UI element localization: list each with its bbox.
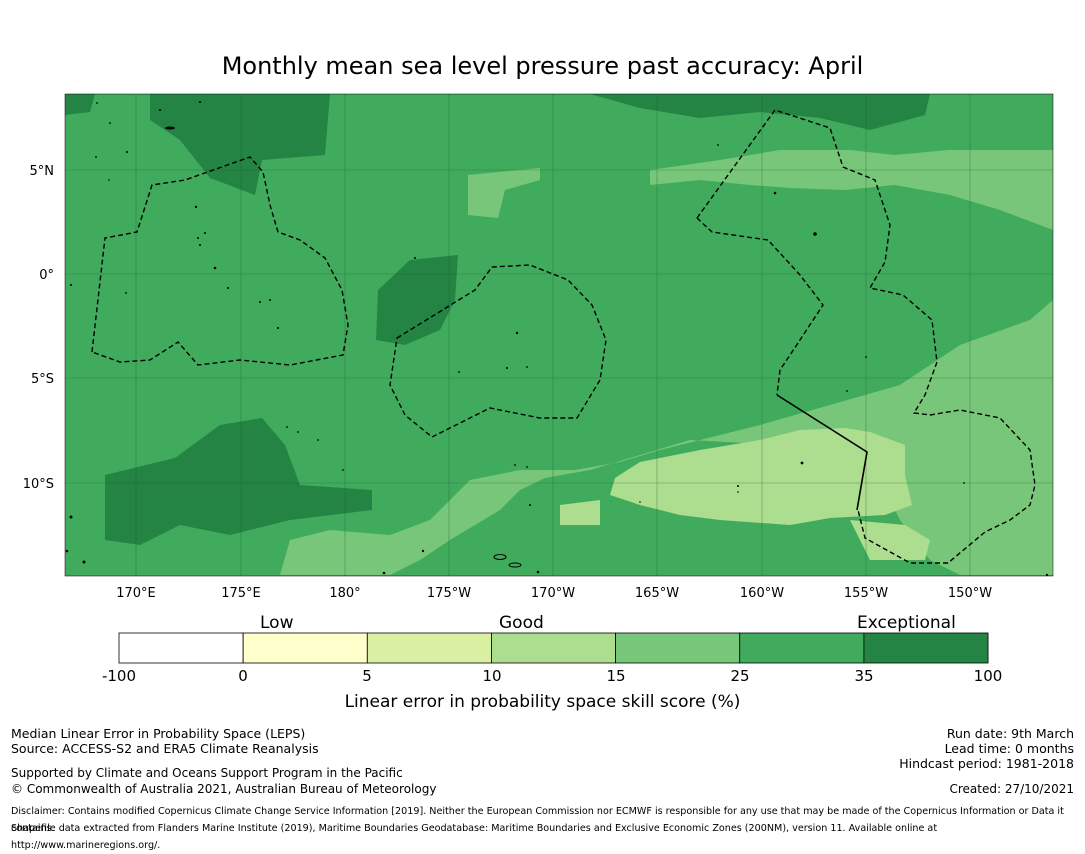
lon-label-155w: 155°W <box>844 586 888 601</box>
disclaimer: Disclaimer: Contains modified Copernicus… <box>11 806 1064 834</box>
shapefile-credit: Shapefile data extracted from Flanders M… <box>11 823 938 851</box>
colorbar-segment <box>242 632 368 664</box>
created-date: Created: 27/10/2021 <box>949 782 1074 796</box>
lon-label-150w: 150°W <box>948 586 992 601</box>
colorbar-tick: 35 <box>854 667 874 685</box>
footer-leps: Median Linear Error in Probability Space… <box>11 726 306 741</box>
exceptional-region-north <box>150 94 330 195</box>
lat-label-5n: 5°N <box>30 164 55 179</box>
lon-label-165w: 165°W <box>635 586 679 601</box>
map-field <box>65 94 1053 576</box>
colorbar-segment <box>491 632 617 664</box>
lead-time: Lead time: 0 months <box>944 741 1074 756</box>
eez-kiribati-gilbert <box>91 156 349 366</box>
footer-copyright: © Commonwealth of Australia 2021, Austra… <box>11 782 437 796</box>
map-frame <box>64 93 1054 577</box>
good-region-north <box>468 168 540 218</box>
colorbar-label-good: Good <box>499 613 544 633</box>
eez-phoenix <box>389 264 607 438</box>
map-title: Monthly mean sea level pressure past acc… <box>221 52 864 80</box>
light-region-se3 <box>850 520 930 560</box>
eez-cook-north <box>857 409 1036 564</box>
colorbar-segment <box>118 632 244 664</box>
colorbar <box>118 632 989 664</box>
colorbar-tick: -100 <box>101 667 137 685</box>
footer-support: Supported by Climate and Oceans Support … <box>11 766 403 780</box>
light-region-se <box>610 428 912 525</box>
colorbar-segment <box>366 632 492 664</box>
good-region-ne <box>280 150 1053 575</box>
lon-label-160w: 160°W <box>740 586 784 601</box>
colorbar-title: Linear error in probability space skill … <box>344 692 741 712</box>
colorbar-label-low: Low <box>260 613 294 633</box>
hindcast-period: Hindcast period: 1981-2018 <box>899 756 1074 771</box>
lon-label-180: 180° <box>329 586 360 601</box>
lat-label-5s: 5°S <box>31 372 54 387</box>
exceptional-region-w <box>65 94 95 115</box>
footer-source: Source: ACCESS-S2 and ERA5 Climate Reana… <box>11 741 319 756</box>
colorbar-tick: 0 <box>238 667 248 685</box>
colorbar-segment <box>615 632 741 664</box>
exceptional-region-ne <box>590 94 930 130</box>
exceptional-region-sw <box>105 418 372 545</box>
colorbar-tick: 25 <box>730 667 750 685</box>
colorbar-segment <box>739 632 865 664</box>
colorbar-tick: 15 <box>606 667 626 685</box>
colorbar-tick: 5 <box>362 667 372 685</box>
lat-label-10s: 10°S <box>23 477 54 492</box>
islands <box>65 101 1049 576</box>
eez-boundaries <box>91 109 1036 564</box>
light-region-se2 <box>560 500 600 525</box>
eez-solid-boundary <box>776 394 868 511</box>
eez-line-west <box>696 217 824 396</box>
colorbar-label-exceptional: Exceptional <box>857 613 956 633</box>
colorbar-tick: 10 <box>482 667 502 685</box>
lon-label-170e: 170°E <box>116 586 156 601</box>
lat-label-0: 0° <box>39 268 54 283</box>
lon-label-175e: 175°E <box>221 586 261 601</box>
colorbar-tick: 100 <box>973 667 1003 685</box>
lon-label-170w: 170°W <box>531 586 575 601</box>
colorbar-segment <box>863 632 989 664</box>
graticule <box>65 94 1053 576</box>
run-date: Run date: 9th March <box>946 726 1074 741</box>
exceptional-region-central <box>376 255 458 345</box>
lon-label-175w: 175°W <box>427 586 471 601</box>
